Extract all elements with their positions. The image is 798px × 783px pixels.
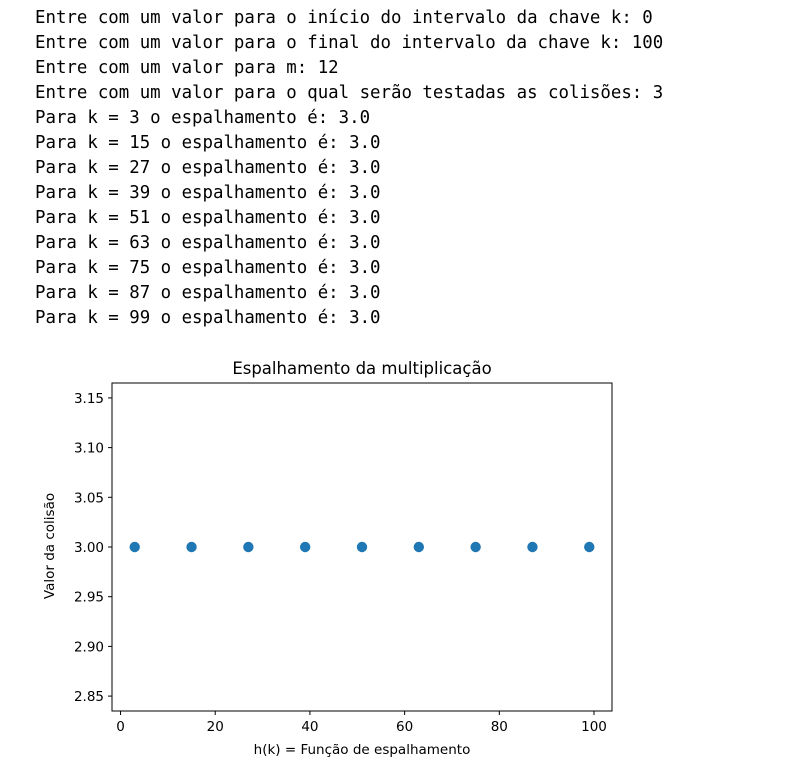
y-tick-label: 2.95 bbox=[74, 590, 104, 606]
scatter-point bbox=[300, 542, 310, 552]
scatter-point bbox=[357, 542, 367, 552]
x-tick-label: 100 bbox=[581, 719, 607, 735]
x-tick-label: 40 bbox=[301, 719, 318, 735]
scatter-point bbox=[243, 542, 253, 552]
scatter-chart: Espalhamento da multiplicação 2.85 2.90 2.… bbox=[0, 345, 798, 783]
console-line: Para k = 27 o espalhamento é: 3.0 bbox=[35, 156, 663, 181]
y-tick-label: 3.05 bbox=[74, 490, 104, 506]
scatter-point bbox=[584, 542, 594, 552]
console-line: Para k = 99 o espalhamento é: 3.0 bbox=[35, 306, 663, 331]
scatter-point bbox=[186, 542, 196, 552]
console-line: Entre com um valor para o início do inte… bbox=[35, 6, 663, 31]
console-line: Entre com um valor para o qual serão tes… bbox=[35, 81, 663, 106]
console-line: Para k = 63 o espalhamento é: 3.0 bbox=[35, 231, 663, 256]
y-tick-label: 2.85 bbox=[74, 689, 104, 705]
y-tick-label: 3.15 bbox=[74, 391, 104, 407]
y-axis-label: Valor da colisão bbox=[42, 493, 58, 599]
x-tick-label: 0 bbox=[116, 719, 125, 735]
y-tick-label: 3.00 bbox=[74, 540, 104, 556]
scatter-point bbox=[414, 542, 424, 552]
console-line: Entre com um valor para o final do inter… bbox=[35, 31, 663, 56]
console-line: Para k = 39 o espalhamento é: 3.0 bbox=[35, 181, 663, 206]
scatter-point bbox=[470, 542, 480, 552]
scatter-point bbox=[130, 542, 140, 552]
console-line: Para k = 15 o espalhamento é: 3.0 bbox=[35, 131, 663, 156]
console-output: Entre com um valor para o início do inte… bbox=[35, 6, 663, 331]
y-tick-label: 2.90 bbox=[74, 639, 104, 655]
console-line: Para k = 75 o espalhamento é: 3.0 bbox=[35, 256, 663, 281]
scatter-point bbox=[527, 542, 537, 552]
console-line: Para k = 3 o espalhamento é: 3.0 bbox=[35, 106, 663, 131]
console-line: Para k = 51 o espalhamento é: 3.0 bbox=[35, 206, 663, 231]
console-line: Para k = 87 o espalhamento é: 3.0 bbox=[35, 281, 663, 306]
x-tick-label: 20 bbox=[207, 719, 224, 735]
x-axis-label: h(k) = Função de espalhamento bbox=[254, 742, 471, 758]
x-tick-label: 80 bbox=[491, 719, 508, 735]
y-tick-label: 3.10 bbox=[74, 441, 104, 457]
x-tick-label: 60 bbox=[396, 719, 413, 735]
console-line: Entre com um valor para m: 12 bbox=[35, 56, 663, 81]
chart-title: Espalhamento da multiplicação bbox=[232, 359, 491, 378]
